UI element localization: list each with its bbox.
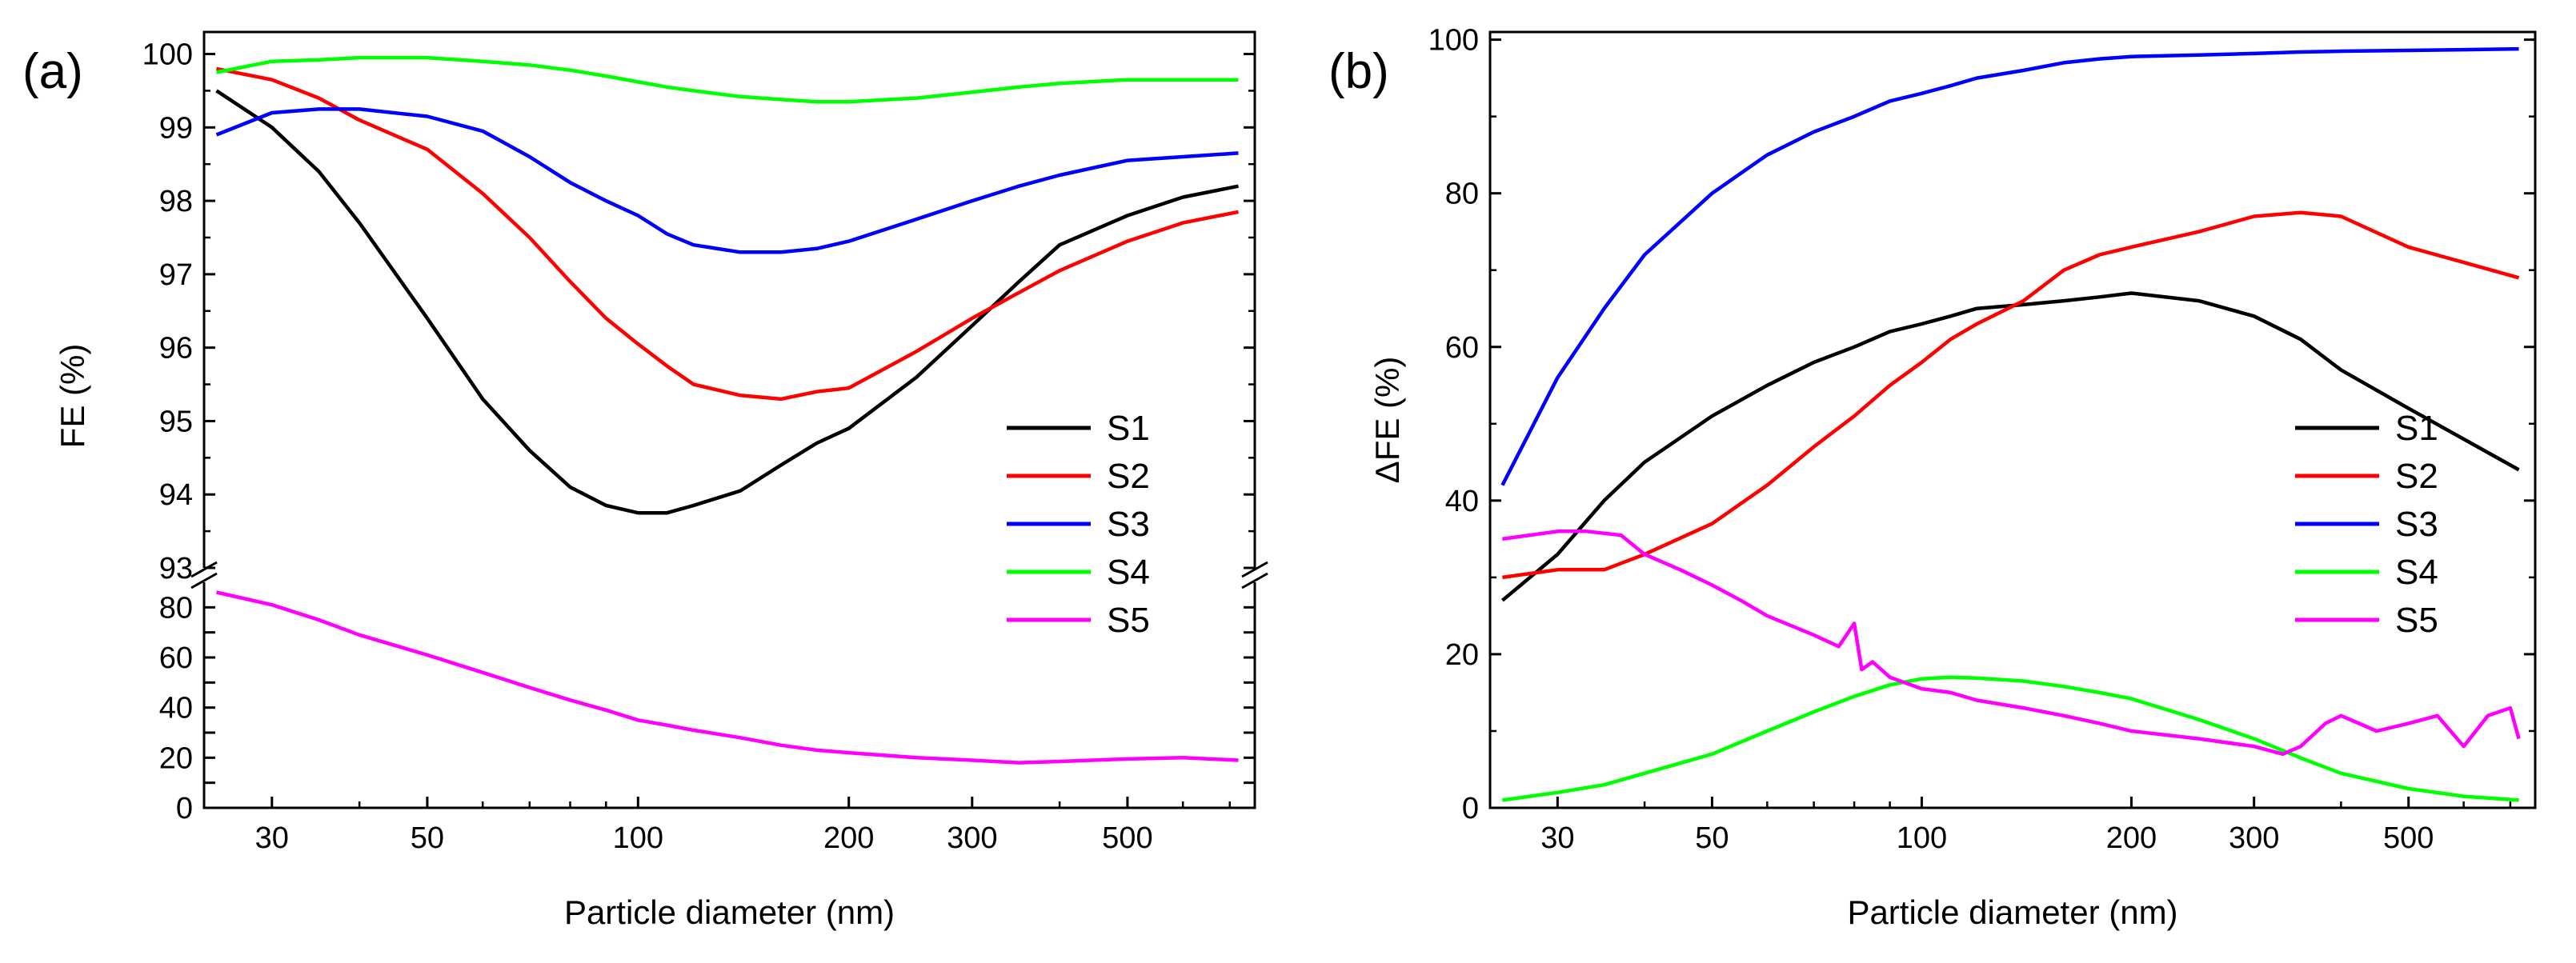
legend-item-S5: S5 — [1007, 601, 1150, 640]
x-tick-label: 100 — [613, 821, 663, 855]
axis-break-mark — [1241, 572, 1268, 589]
x-tick-label: 500 — [1102, 821, 1152, 855]
plot-frame — [1488, 30, 2537, 809]
y-axis-label: FE (%) — [54, 344, 91, 449]
y-tick-label: 0 — [176, 792, 193, 825]
x-tick-label: 30 — [1540, 821, 1574, 855]
legend-item-S4: S4 — [2295, 553, 2438, 592]
y-tick-label: 20 — [159, 741, 193, 775]
series-line-S5 — [1502, 529, 2521, 757]
panel-label: (b) — [1328, 44, 1389, 99]
legend-item-S1: S1 — [2295, 409, 2438, 448]
x-axis-label: Particle diameter (nm) — [564, 893, 895, 931]
y-tick-label: 40 — [159, 692, 193, 725]
axis-break-mark — [1241, 561, 1268, 578]
x-tick-label: 50 — [1695, 821, 1729, 855]
x-axis-label: Particle diameter (nm) — [1847, 893, 2177, 931]
series-line-S4 — [1502, 675, 2519, 802]
y-tick-label: 97 — [159, 258, 193, 292]
x-tick-label: 500 — [2383, 821, 2434, 855]
series-line-S1 — [1500, 291, 2520, 602]
legend-item-S2: S2 — [1007, 457, 1150, 496]
x-tick-label: 200 — [823, 821, 874, 855]
panel-a: 93 94 95 96 97 98 99 100 0 20 40 60 80 30 50 100 200 300 5… — [22, 30, 1268, 931]
plot-frame-upper — [202, 30, 1256, 568]
plot-frame-lower — [202, 582, 1256, 809]
legend-label: S3 — [1107, 505, 1150, 544]
y-tick-label: 93 — [159, 552, 193, 585]
panel-b: 0 20 40 60 80 100 30 50 100 200 300 500 Particle dia… — [1328, 24, 2537, 931]
x-tick-label: 50 — [411, 821, 444, 855]
x-tick-label: 200 — [2106, 821, 2157, 855]
legend-item-S5: S5 — [2295, 601, 2438, 640]
y-tick-label: 60 — [1445, 331, 1479, 365]
panel-label: (a) — [22, 44, 83, 99]
legend-label: S1 — [2395, 409, 2438, 448]
series-line-S3 — [1500, 46, 2519, 486]
legend-item-S4: S4 — [1007, 553, 1150, 592]
y-axis-label: ΔFE (%) — [1368, 357, 1406, 484]
legend-label: S5 — [1107, 601, 1150, 640]
series-line-S2 — [1502, 210, 2520, 580]
x-tick-label: 300 — [2229, 821, 2279, 855]
y-tick-label: 95 — [159, 405, 193, 438]
y-tick-label: 96 — [159, 332, 193, 366]
x-tick-label: 300 — [947, 821, 997, 855]
y-tick-label: 0 — [1462, 792, 1479, 825]
legend-item-S2: S2 — [2295, 457, 2438, 496]
series-line-S4 — [216, 55, 1239, 104]
legend-label: S1 — [1107, 409, 1150, 448]
legend-label: S2 — [2395, 457, 2438, 496]
legend-label: S2 — [1107, 457, 1150, 496]
y-tick-label: 80 — [159, 591, 193, 625]
axis-break-mark — [190, 561, 218, 578]
legend-label: S5 — [2395, 601, 2438, 640]
y-tick-label: 40 — [1445, 485, 1479, 518]
legend-label: S4 — [1107, 553, 1150, 592]
x-tick-label: 30 — [255, 821, 289, 855]
series-line-S1 — [215, 89, 1239, 515]
y-tick-label: 100 — [1428, 24, 1479, 58]
x-tick-label: 100 — [1897, 821, 1947, 855]
y-tick-label: 94 — [159, 478, 193, 512]
series-line-S3 — [215, 107, 1239, 254]
series-line-S5 — [216, 590, 1239, 765]
y-tick-label: 80 — [1445, 178, 1479, 211]
y-tick-label: 60 — [159, 641, 193, 675]
y-tick-label: 20 — [1445, 638, 1479, 672]
y-tick-label: 98 — [159, 185, 193, 218]
legend-item-S3: S3 — [1007, 505, 1150, 544]
axis-break-mark — [190, 572, 218, 589]
y-tick-label: 100 — [142, 38, 193, 72]
y-tick-label: 99 — [159, 111, 193, 145]
series-line-S2 — [216, 66, 1239, 402]
legend-item-S1: S1 — [1007, 409, 1150, 448]
legend-label: S3 — [2395, 505, 2438, 544]
legend-item-S3: S3 — [2295, 505, 2438, 544]
legend-label: S4 — [2395, 553, 2438, 592]
